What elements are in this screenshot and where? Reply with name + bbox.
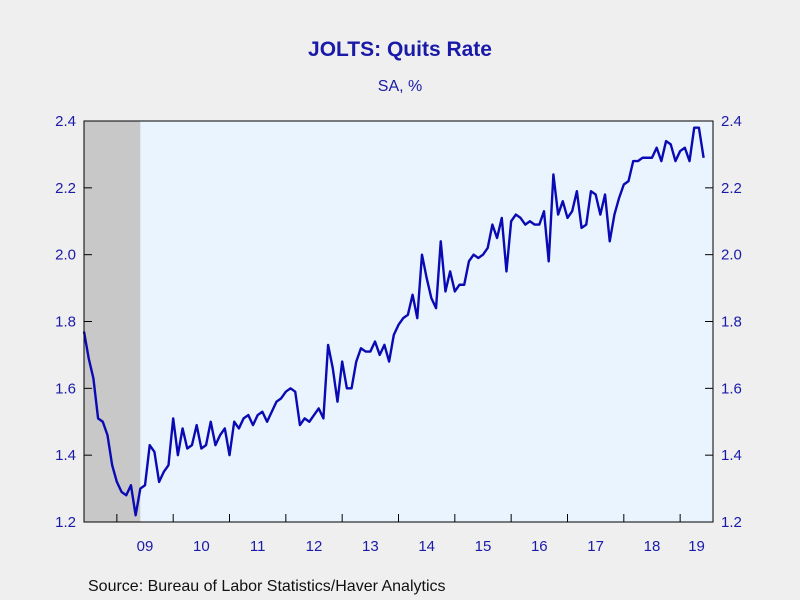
x-tick-label: 14 [418,538,435,555]
y-tick-label-right: 1.2 [721,514,742,531]
chart-subtitle: SA, % [377,78,423,95]
y-tick-label-right: 2.0 [721,247,742,264]
y-tick-label-left: 1.6 [55,380,76,397]
recession-shading [84,121,141,522]
quits-rate-line [82,126,705,517]
y-tick-label-right: 1.6 [721,380,742,397]
chart-title: JOLTS: Quits Rate [308,38,492,61]
x-tick-label: 12 [306,538,323,555]
y-tick-label-right: 1.4 [721,447,742,464]
y-tick-label-left: 2.2 [55,180,76,197]
y-tick-label-right: 2.4 [721,113,742,130]
y-tick-label-left: 1.2 [55,514,76,531]
y-tick-label-left: 2.0 [55,247,76,264]
x-tick-label: 17 [587,538,604,555]
x-tick-label: 09 [137,538,154,555]
x-tick-label: 13 [362,538,379,555]
x-tick-label: 18 [644,538,661,555]
x-tick-label: 15 [475,538,492,555]
y-tick-label-left: 2.4 [55,113,76,130]
y-tick-label-right: 2.2 [721,180,742,197]
x-tick-label: 19 [688,538,705,555]
y-tick-label-right: 1.8 [721,314,742,331]
x-tick-label: 11 [250,538,266,555]
y-tick-label-left: 1.4 [55,447,76,464]
x-tick-label: 10 [193,538,210,555]
plot-frame [83,120,714,523]
source-note: Source: Bureau of Labor Statistics/Haver… [88,578,446,595]
y-tick-label-left: 1.8 [55,314,76,331]
x-tick-label: 16 [531,538,548,555]
plot-area [84,121,713,522]
